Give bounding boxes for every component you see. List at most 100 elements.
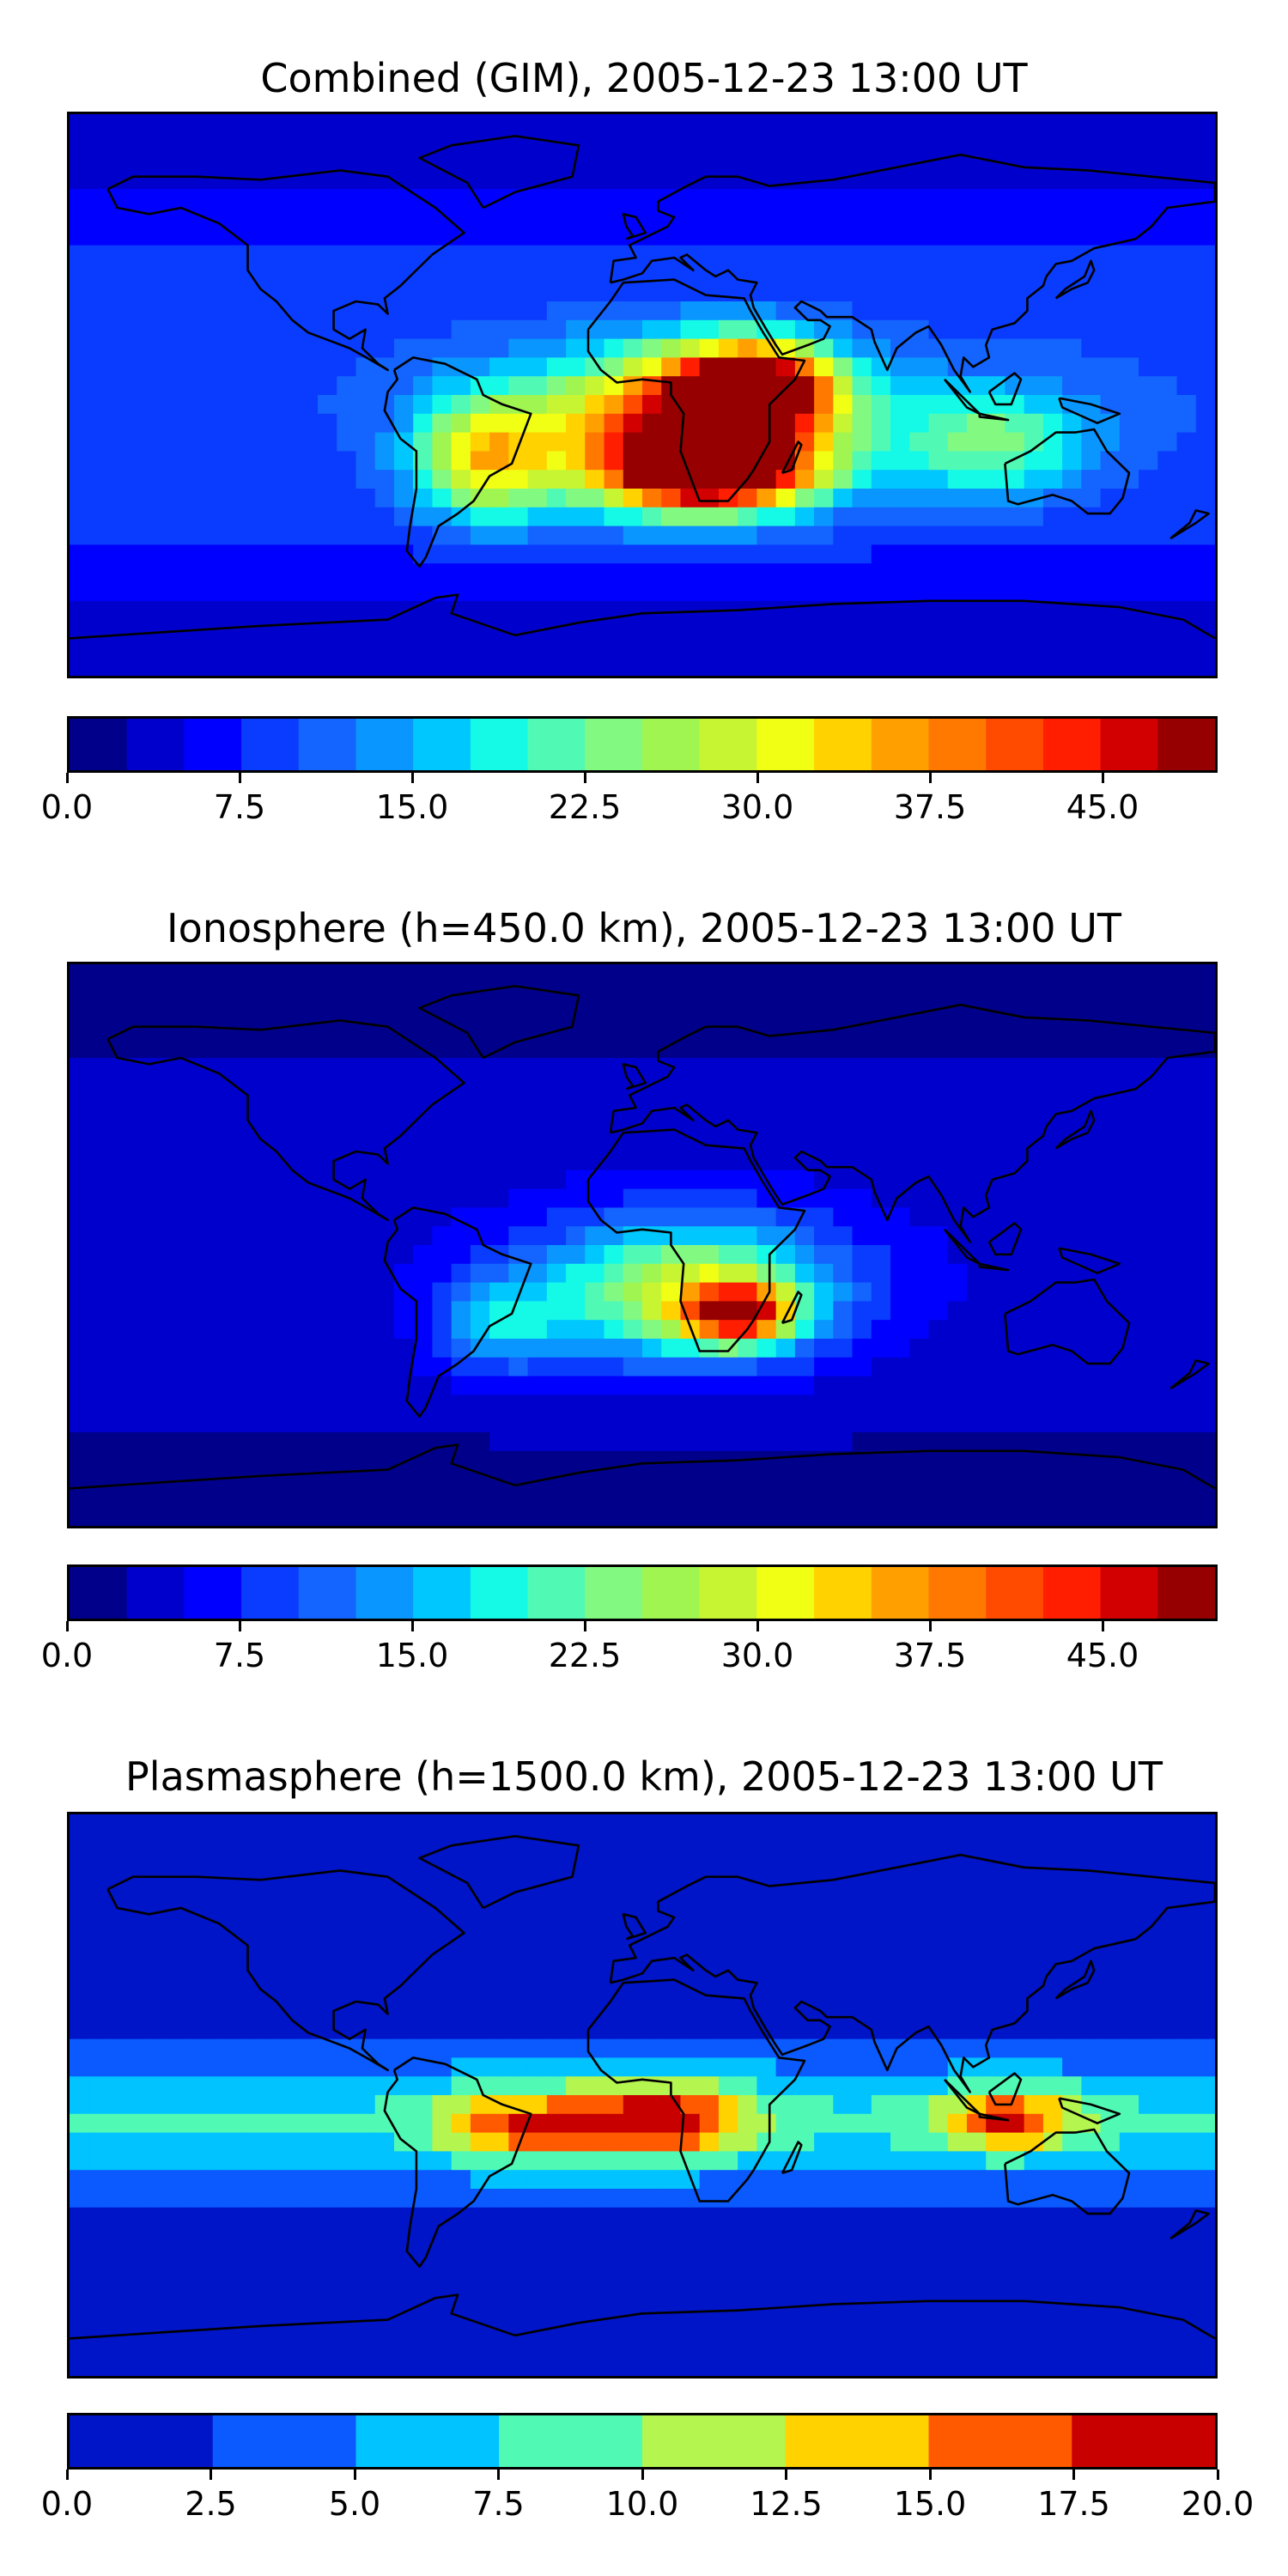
heatmap-cell xyxy=(298,1058,319,1078)
heatmap-cell xyxy=(337,563,357,583)
heatmap-cell xyxy=(966,1058,987,1078)
heatmap-cell xyxy=(107,1889,128,1909)
panel-1-heatmap xyxy=(70,114,1215,676)
heatmap-cell xyxy=(1195,301,1215,321)
heatmap-cell xyxy=(947,1964,968,1984)
heatmap-cell xyxy=(1005,2170,1025,2190)
heatmap-cell xyxy=(260,1263,281,1284)
heatmap-cell xyxy=(585,1114,605,1133)
heatmap-cell xyxy=(852,451,872,471)
heatmap-cell xyxy=(1176,544,1197,564)
heatmap-cell xyxy=(871,1394,891,1414)
heatmap-cell xyxy=(489,1001,509,1021)
heatmap-cell xyxy=(546,395,567,415)
heatmap-cell xyxy=(738,582,757,602)
heatmap-cell xyxy=(947,582,968,602)
heatmap-cell xyxy=(527,226,548,246)
heatmap-cell xyxy=(966,189,987,209)
heatmap-cell xyxy=(699,1908,720,1928)
heatmap-cell xyxy=(661,1870,682,1890)
heatmap-cell xyxy=(70,2151,89,2171)
heatmap-cell xyxy=(909,964,930,984)
heatmap-cell xyxy=(1081,1076,1102,1097)
heatmap-cell xyxy=(756,1908,777,1928)
heatmap-cell xyxy=(88,245,109,264)
heatmap-cell xyxy=(145,1001,166,1021)
heatmap-cell xyxy=(814,2132,834,2152)
heatmap-cell xyxy=(890,657,910,676)
heatmap-cell xyxy=(718,657,738,676)
heatmap-cell xyxy=(642,2113,662,2134)
heatmap-cell xyxy=(470,1488,490,1508)
coastline xyxy=(418,135,580,210)
heatmap-cell xyxy=(928,1945,949,1965)
heatmap-cell xyxy=(508,2189,529,2208)
heatmap-cell xyxy=(1081,338,1102,358)
heatmap-cell xyxy=(928,1814,949,1834)
heatmap-cell xyxy=(279,2095,300,2115)
heatmap-cell xyxy=(1024,226,1044,246)
heatmap-cell xyxy=(1062,1339,1082,1358)
heatmap-cell xyxy=(203,1507,223,1526)
heatmap-cell xyxy=(145,2095,166,2115)
heatmap-cell xyxy=(1005,1076,1025,1097)
heatmap-cell xyxy=(566,413,586,434)
heatmap-cell xyxy=(337,1339,357,1358)
heatmap-cell xyxy=(279,1432,300,1452)
heatmap-cell xyxy=(1139,1394,1158,1414)
heatmap-cell xyxy=(203,1095,223,1115)
heatmap-cell xyxy=(393,2189,414,2208)
heatmap-cell xyxy=(1119,2170,1139,2190)
heatmap-cell xyxy=(1042,338,1063,358)
heatmap-cell xyxy=(1119,151,1139,171)
heatmap-cell xyxy=(1139,413,1158,434)
heatmap-cell xyxy=(814,964,834,984)
heatmap-cell xyxy=(145,2151,166,2171)
heatmap-cell xyxy=(279,170,300,190)
heatmap-cell xyxy=(852,245,872,264)
heatmap-cell xyxy=(1024,1814,1044,1834)
heatmap-cell xyxy=(604,1450,624,1471)
heatmap-cell xyxy=(184,1394,204,1414)
heatmap-cell xyxy=(775,1076,796,1097)
heatmap-cell xyxy=(585,1133,605,1152)
heatmap-cell xyxy=(1062,208,1082,228)
heatmap-cell xyxy=(928,1076,949,1097)
heatmap-cell xyxy=(1100,1450,1121,1471)
heatmap-cell xyxy=(890,2189,910,2208)
heatmap-cell xyxy=(928,114,949,134)
heatmap-cell xyxy=(527,1263,548,1284)
heatmap-cell xyxy=(508,1469,529,1489)
heatmap-cell xyxy=(260,451,281,471)
heatmap-cell xyxy=(1024,638,1044,658)
heatmap-cell xyxy=(1195,1376,1215,1395)
heatmap-cell xyxy=(966,544,987,564)
heatmap-cell xyxy=(279,1507,300,1526)
heatmap-cell xyxy=(661,395,682,415)
heatmap-cell xyxy=(145,1832,166,1853)
heatmap-cell xyxy=(88,526,109,545)
heatmap-cell xyxy=(738,1814,757,1834)
heatmap-cell xyxy=(489,1263,509,1284)
heatmap-cell xyxy=(928,2057,949,2077)
heatmap-cell xyxy=(699,1851,720,1871)
heatmap-cell xyxy=(145,1814,166,1834)
heatmap-cell xyxy=(871,619,891,639)
heatmap-cell xyxy=(871,1301,891,1321)
heatmap-cell xyxy=(1005,1507,1025,1526)
heatmap-cell xyxy=(374,2132,395,2152)
heatmap-cell xyxy=(966,226,987,246)
heatmap-cell xyxy=(1024,2038,1044,2058)
heatmap-cell xyxy=(871,1207,891,1227)
heatmap-cell xyxy=(1024,544,1044,564)
heatmap-cell xyxy=(165,489,185,508)
heatmap-cell xyxy=(623,1413,643,1433)
heatmap-cell xyxy=(222,1207,242,1227)
heatmap-cell xyxy=(738,413,757,434)
heatmap-cell xyxy=(1119,451,1139,471)
heatmap-cell xyxy=(1176,982,1197,1003)
coastline xyxy=(622,1063,647,1091)
heatmap-cell xyxy=(107,151,128,171)
heatmap-cell xyxy=(585,1245,605,1265)
heatmap-cell xyxy=(222,2132,242,2152)
